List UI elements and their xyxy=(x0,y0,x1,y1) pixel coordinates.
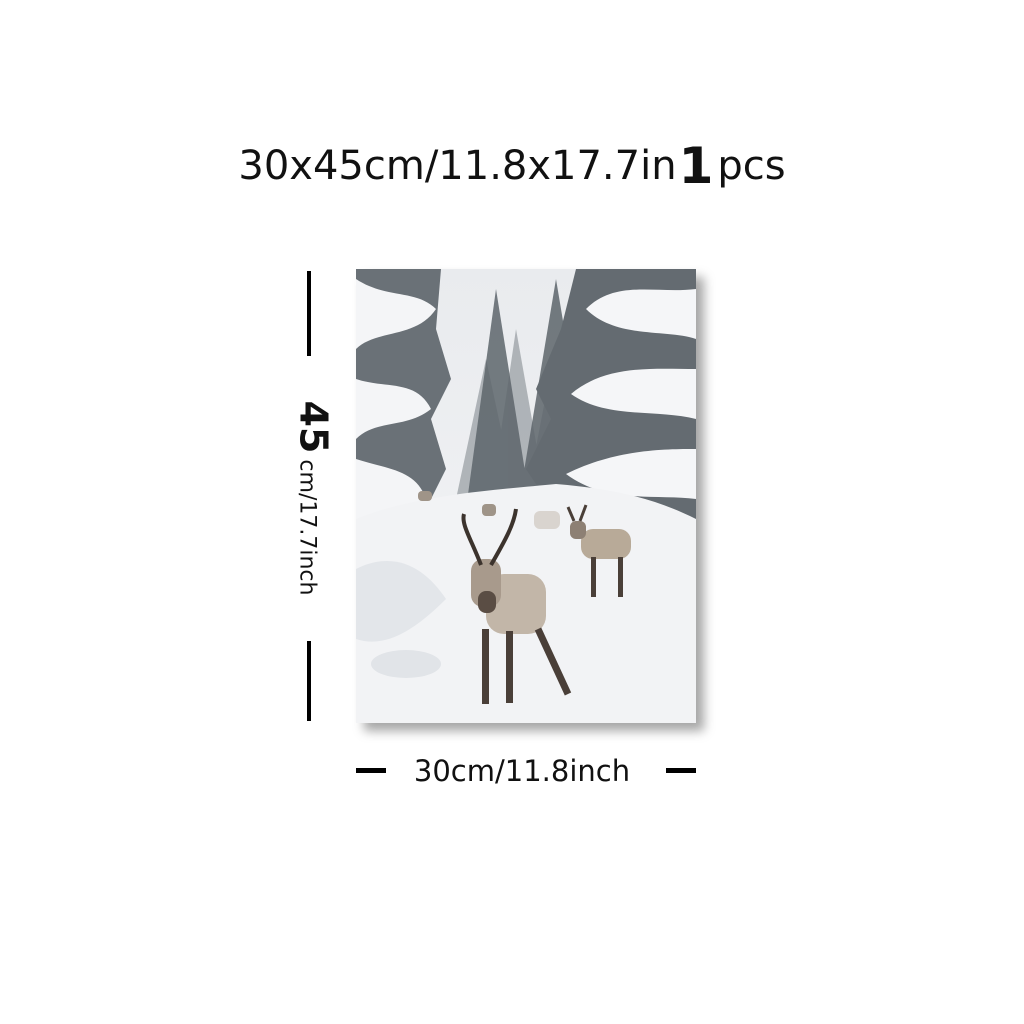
snowy-forest-reindeer-image xyxy=(356,269,696,723)
height-unit-text: cm/17.7inch xyxy=(294,459,320,596)
width-dimension-label: 30cm/11.8inch xyxy=(413,754,631,788)
quantity-value: 1 xyxy=(678,137,714,195)
height-dimension-line-bottom xyxy=(307,641,311,721)
height-dimension-label: 45 cm/17.7inch xyxy=(291,401,336,596)
width-dimension-line-left xyxy=(356,768,386,773)
quantity-unit: pcs xyxy=(717,143,786,189)
size-dimensions-text: 30x45cm/11.8x17.7in xyxy=(238,143,677,189)
height-dimension-line-top xyxy=(307,271,311,356)
product-size-title: 30x45cm/11.8x17.7in1 pcs xyxy=(0,138,1024,194)
height-number: 45 xyxy=(291,400,336,454)
width-dimension-line-right xyxy=(666,768,696,773)
canvas-print-artwork xyxy=(356,269,696,723)
